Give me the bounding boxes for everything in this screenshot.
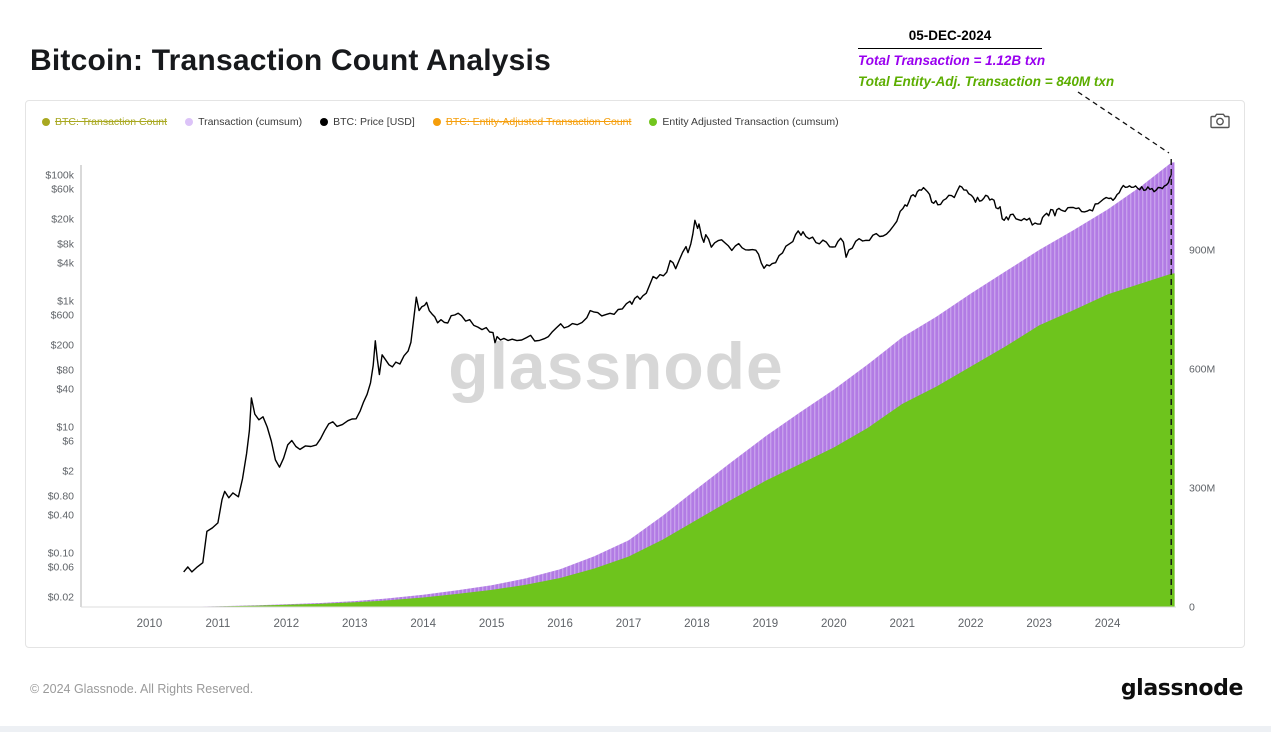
count-axis-tick: 900M [1189,245,1215,257]
x-axis-tick: 2021 [889,618,915,630]
x-axis-tick: 2023 [1026,618,1052,630]
count-axis-tick: 0 [1189,602,1195,614]
btc-price-line [183,174,1172,573]
x-axis-tick: 2017 [616,618,642,630]
camera-icon-glyph [1210,113,1230,128]
copyright-text: © 2024 Glassnode. All Rights Reserved. [30,682,254,696]
legend-dot [432,118,441,126]
price-axis-tick: $0.10 [48,547,74,559]
x-axis-tick: 2016 [547,618,573,630]
x-axis-tick: 2012 [274,618,300,630]
callout: 05-DEC-2024 Total Transaction = 1.12B tx… [858,26,1114,92]
legend-label: BTC: Price [USD] [333,116,415,128]
bottom-strip [0,726,1271,732]
price-axis-tick: $2 [62,466,74,478]
price-axis-tick: $80 [56,365,74,377]
price-axis-tick: $10 [56,421,74,433]
callout-total-transaction: Total Transaction = 1.12B txn [858,52,1046,68]
glassnode-logo: glassnode [1120,676,1244,701]
price-axis-tick: $20k [51,214,75,226]
x-axis-tick: 2020 [821,618,847,630]
x-axis-tick: 2011 [206,618,231,630]
x-axis-tick: 2018 [684,618,710,630]
x-axis-tick: 2013 [342,618,368,630]
legend-dot [320,118,329,126]
watermark: glassnode [448,329,783,403]
legend-item-btc-transaction-count[interactable]: BTC: Transaction Count [42,116,167,128]
axes: $100k$60k $20k $8k $4k $1k $600 $200 $80 $40 $10 $… [45,165,1215,630]
legend-item-entity-adjusted-transaction-cumsum[interactable]: Entity Adjusted Transaction (cumsum) [649,116,839,128]
count-axis-tick: 300M [1189,483,1215,495]
callout-total-entity-adj: Total Entity-Adj. Transaction = 840M txn [858,74,1115,90]
price-axis-tick: $200 [51,340,75,352]
price-axis-tick: $40 [56,384,74,396]
price-axis-tick: $100k [45,170,74,182]
price-axis-tick: $8k [57,239,75,251]
legend-label: Transaction (cumsum) [198,116,303,128]
legend-dot [649,118,658,126]
price-axis-tick: $4k [57,258,75,270]
x-axis-tick: 2022 [958,618,984,630]
x-axis-tick: 2014 [410,618,436,630]
x-axis-tick: 2010 [137,618,163,630]
x-axis-tick: 2019 [753,618,779,630]
chart-panel: BTC: Transaction Count Transaction (cumsu… [25,100,1245,648]
legend-label: Entity Adjusted Transaction (cumsum) [662,116,839,128]
chart-canvas[interactable]: glassnode $100k$60k $20k $8k $4k $1k $600 $200… [26,137,1244,649]
legend-item-btc-entity-adjusted-transaction-count[interactable]: BTC: Entity-Adjusted Transaction Count [432,116,632,128]
price-axis-tick: $0.06 [48,561,74,573]
price-axis-tick: $600 [51,309,75,321]
price-line-series [183,174,1172,573]
price-axis-tick: $1k [57,295,75,307]
cumsum-area-series [122,162,1175,608]
legend-item-btc-price-usd[interactable]: BTC: Price [USD] [320,116,415,128]
chart-legend: BTC: Transaction Count Transaction (cumsu… [26,101,1244,135]
price-axis-tick: $60k [51,183,75,195]
count-axis-tick: 600M [1189,364,1215,376]
price-axis-tick: $0.40 [48,510,74,522]
legend-label: BTC: Transaction Count [55,116,168,128]
legend-item-transaction-cumsum[interactable]: Transaction (cumsum) [185,116,302,128]
camera-icon[interactable] [1208,110,1232,130]
page-title: Bitcoin: Transaction Count Analysis [30,44,551,78]
x-axis-tick: 2015 [479,618,505,630]
legend-dot [42,118,50,126]
price-axis-tick: $0.80 [48,491,74,503]
legend-label: BTC: Entity-Adjusted Transaction Count [445,116,632,128]
callout-date: 05-DEC-2024 [858,26,1042,49]
price-axis-tick: $0.02 [48,592,74,604]
x-axis-tick: 2024 [1095,618,1121,630]
price-axis-tick: $6 [62,435,74,447]
area-entity-adjusted-transaction-cumsum [122,273,1175,607]
legend-dot [185,118,194,126]
